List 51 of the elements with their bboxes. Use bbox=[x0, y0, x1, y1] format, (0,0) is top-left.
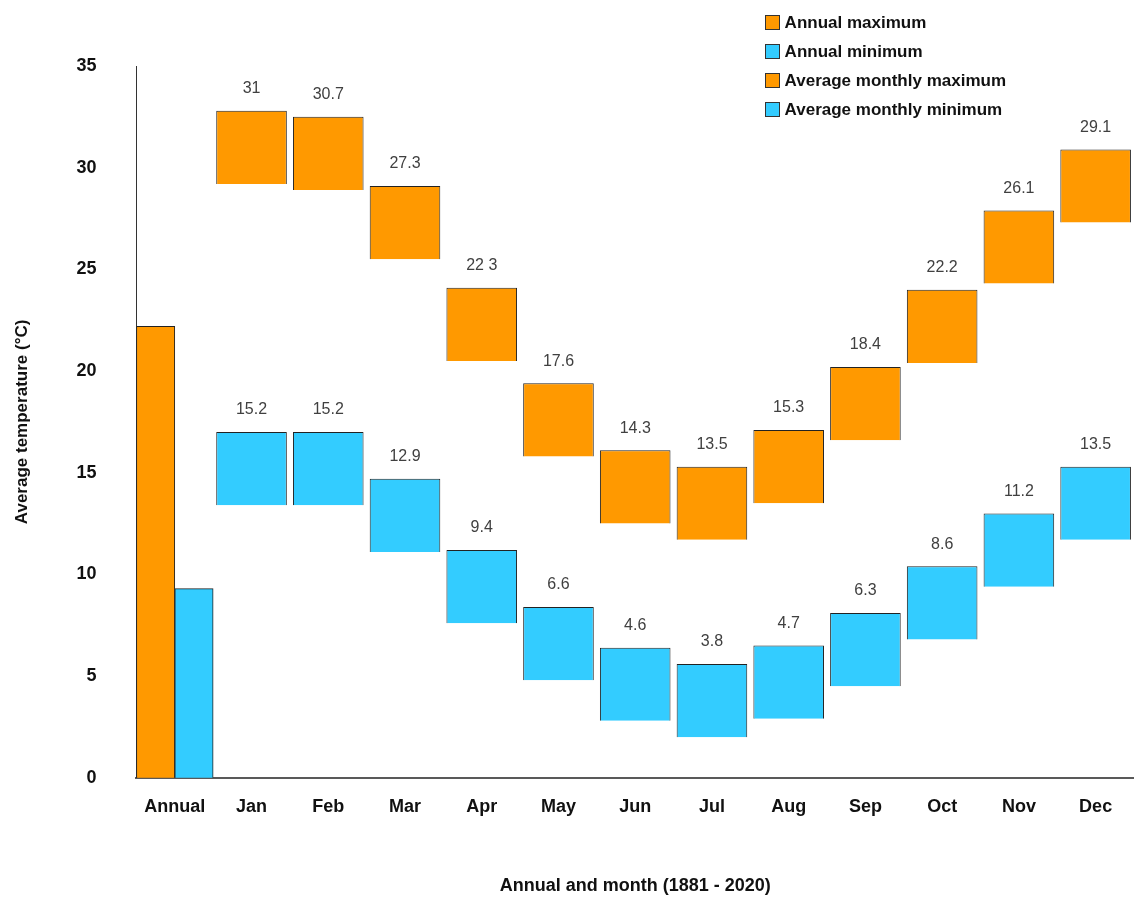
annotation: 15.2 bbox=[235, 400, 268, 418]
legend-label: Average monthly maximum bbox=[784, 70, 1006, 91]
x-tick-label: Jan bbox=[236, 795, 268, 816]
x-tick-label: Aug bbox=[771, 795, 807, 816]
annotation: 14.3 bbox=[619, 418, 651, 436]
x-tick-label: Nov bbox=[1001, 795, 1036, 816]
x-tick-label: Annual bbox=[144, 795, 206, 816]
legend-label: Average monthly minimum bbox=[784, 99, 1003, 120]
annotation: 22 3 bbox=[466, 256, 498, 274]
annotation: 3.8 bbox=[700, 632, 724, 650]
x-axis-title: Annual and month (1881 - 2020) bbox=[499, 875, 771, 896]
y-axis-title: Average temperature (°C) bbox=[11, 319, 31, 525]
x-tick-label: Apr bbox=[466, 795, 498, 816]
y-tick-label: 15 bbox=[76, 461, 97, 482]
annotation: 9.4 bbox=[470, 518, 493, 536]
annotation: 11.2 bbox=[1003, 481, 1034, 499]
annotation: 6.6 bbox=[547, 575, 570, 593]
annotation: 15.3 bbox=[773, 398, 805, 416]
annotation: 22.2 bbox=[926, 258, 958, 276]
annotation: 18.4 bbox=[849, 335, 882, 353]
y-tick-label: 0 bbox=[86, 766, 97, 787]
legend-label: Annual maximum bbox=[784, 12, 927, 33]
annotation: 8.6 bbox=[931, 534, 954, 552]
annotation: 4.6 bbox=[624, 616, 647, 634]
annotation: 29.1 bbox=[1080, 117, 1112, 135]
x-tick-label: Mar bbox=[388, 795, 422, 816]
x-tick-label: Sep bbox=[848, 795, 882, 816]
x-tick-label: Jul bbox=[698, 795, 725, 816]
y-tick-label: 30 bbox=[76, 156, 97, 177]
annotation: 15.2 bbox=[312, 400, 344, 418]
y-tick-label: 35 bbox=[76, 54, 97, 75]
annotation: 31 bbox=[242, 79, 261, 97]
x-tick-label: Dec bbox=[1079, 795, 1113, 816]
y-tick-label: 25 bbox=[76, 258, 97, 279]
annotation: 26.1 bbox=[1003, 178, 1035, 196]
x-tick-label: Oct bbox=[927, 795, 958, 816]
y-tick-label: 20 bbox=[76, 360, 97, 381]
annotation: 13.5 bbox=[696, 435, 728, 453]
annotation: 17.6 bbox=[542, 351, 575, 369]
annotation: 27.3 bbox=[389, 154, 421, 172]
annotation: 6.3 bbox=[854, 581, 877, 599]
y-tick-label: 10 bbox=[76, 563, 97, 584]
y-tick-label: 5 bbox=[86, 665, 97, 686]
annotation: 12.9 bbox=[389, 447, 421, 465]
annotation: 30.7 bbox=[312, 85, 344, 103]
x-tick-label: May bbox=[540, 795, 576, 816]
x-tick-label: Feb bbox=[312, 795, 345, 816]
legend-label: Annual minimum bbox=[784, 41, 923, 62]
x-tick-label: Jun bbox=[619, 795, 652, 816]
annotation: 4.7 bbox=[777, 614, 800, 632]
annotation: 13.5 bbox=[1080, 435, 1112, 453]
